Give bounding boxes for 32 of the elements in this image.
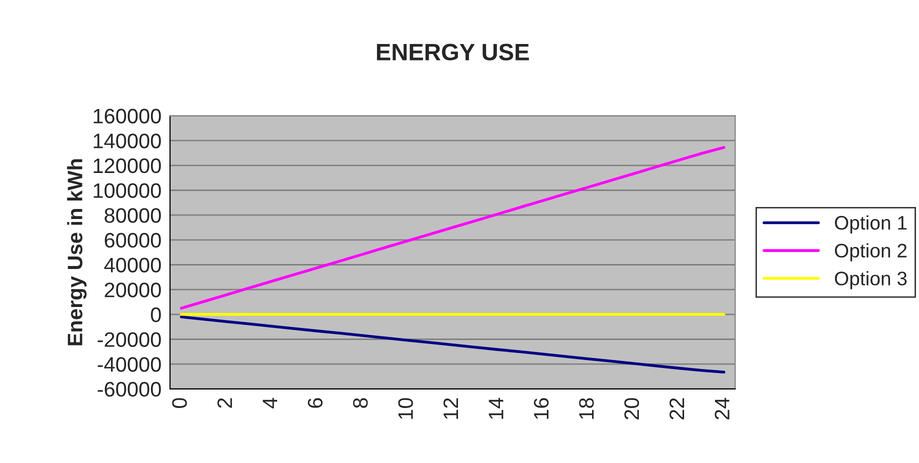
x-tick-label: 4: [262, 398, 278, 408]
legend-label: Option 1: [834, 215, 907, 234]
y-tick-label: -20000: [98, 332, 161, 348]
legend-label: Option 3: [834, 271, 907, 290]
x-tick-label: 16: [534, 398, 549, 419]
y-tick-label: 80000: [104, 208, 161, 223]
y-tick-label: -60000: [98, 382, 161, 397]
line-series: [180, 146, 726, 310]
legend-label: Option 2: [834, 243, 907, 262]
y-tick-label: -40000: [98, 357, 161, 372]
y-axis-title: Energy Use in kWh: [67, 159, 87, 346]
x-tick-label: 22: [670, 398, 684, 420]
x-tick-label: 20: [624, 398, 640, 420]
y-tick-label: 140000: [94, 134, 161, 148]
y-tick-label: 0: [150, 307, 161, 322]
x-tick-label: 0: [172, 398, 187, 408]
chart-title: ENERGY USE: [376, 44, 529, 60]
y-tick-label: 60000: [104, 232, 161, 248]
line-series: [180, 316, 726, 374]
x-tick-label: 24: [714, 398, 730, 420]
x-tick-label: 6: [308, 398, 323, 408]
x-tick-label: 2: [217, 398, 232, 408]
y-tick-label: 40000: [104, 258, 161, 273]
y-tick-label: 100000: [94, 183, 161, 198]
y-tick-label: 20000: [104, 282, 161, 298]
x-tick-label: 14: [488, 398, 504, 419]
y-tick-label: 120000: [94, 158, 161, 174]
x-tick-label: 12: [443, 398, 458, 419]
x-tick-label: 10: [398, 398, 413, 419]
y-tick-label: 160000: [94, 108, 161, 124]
x-tick-label: 18: [579, 398, 594, 419]
x-tick-label: 8: [353, 398, 368, 408]
